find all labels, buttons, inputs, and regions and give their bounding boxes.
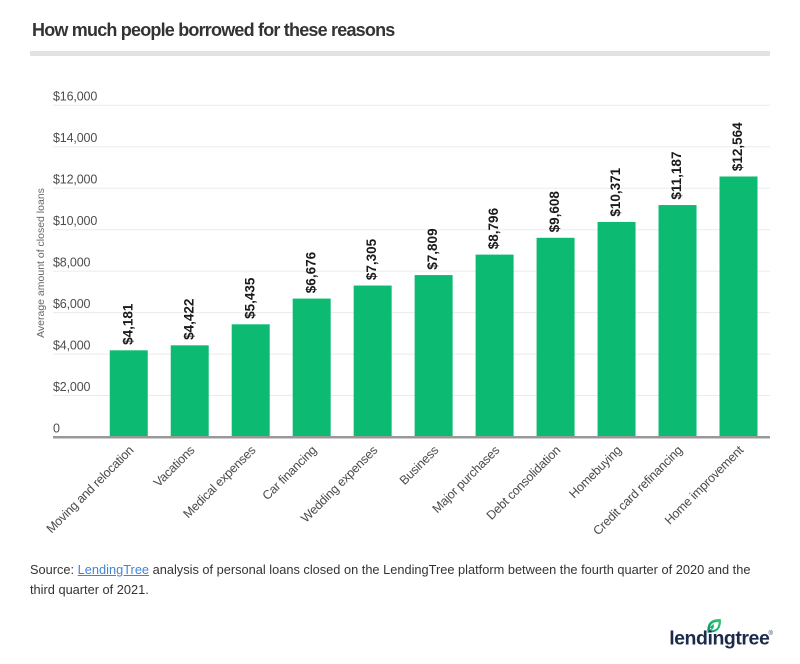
svg-text:$4,181: $4,181 [120, 303, 135, 345]
svg-text:$14,000: $14,000 [53, 131, 97, 145]
svg-text:$5,435: $5,435 [242, 277, 257, 319]
svg-text:$10,371: $10,371 [608, 167, 623, 216]
svg-text:Vacations: Vacations [151, 443, 197, 489]
svg-text:0: 0 [53, 422, 60, 436]
svg-text:®: ® [769, 630, 774, 637]
svg-text:$8,000: $8,000 [53, 256, 91, 270]
svg-text:$7,305: $7,305 [364, 238, 379, 280]
svg-text:$6,000: $6,000 [53, 297, 91, 311]
svg-text:$12,000: $12,000 [53, 173, 97, 187]
svg-text:$8,796: $8,796 [486, 207, 501, 249]
svg-text:$9,608: $9,608 [547, 191, 562, 233]
svg-text:$6,676: $6,676 [303, 251, 318, 293]
svg-text:$2,000: $2,000 [53, 380, 91, 394]
svg-text:Car financing: Car financing [260, 443, 320, 503]
svg-text:Homebuying: Homebuying [566, 443, 624, 501]
svg-text:$12,564: $12,564 [730, 122, 745, 171]
svg-text:Moving and relocation: Moving and relocation [44, 443, 137, 536]
svg-text:$16,000: $16,000 [53, 90, 97, 104]
svg-text:$4,422: $4,422 [181, 299, 196, 340]
svg-text:$11,187: $11,187 [669, 152, 684, 200]
svg-text:lendingtree: lendingtree [669, 628, 770, 650]
svg-text:Business: Business [397, 443, 441, 487]
svg-text:Average amount of closed loans: Average amount of closed loans [35, 188, 47, 338]
svg-text:$4,000: $4,000 [53, 339, 91, 353]
svg-text:$7,809: $7,809 [425, 228, 440, 269]
svg-text:$10,000: $10,000 [53, 214, 97, 228]
